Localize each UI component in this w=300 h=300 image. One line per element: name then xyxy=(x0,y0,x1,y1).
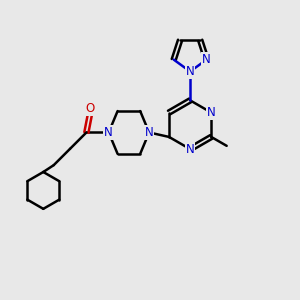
Text: N: N xyxy=(104,126,113,139)
Text: N: N xyxy=(202,53,211,66)
Text: N: N xyxy=(186,65,194,78)
Text: N: N xyxy=(207,106,216,119)
Text: N: N xyxy=(186,142,194,156)
Text: O: O xyxy=(85,102,94,115)
Text: N: N xyxy=(145,126,154,139)
